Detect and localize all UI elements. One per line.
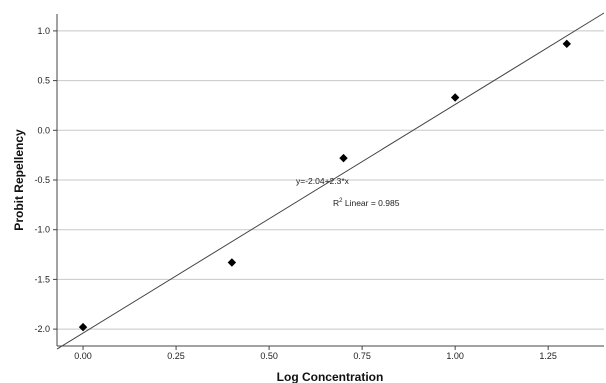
y-tick-label: -1.5 [34, 274, 50, 284]
y-tick-label: 1.0 [37, 26, 50, 36]
x-tick-label: 1.25 [539, 351, 557, 361]
data-point [339, 153, 348, 163]
y-tick-label: -2.0 [34, 324, 50, 334]
x-ticks: 0.00 0.25 0.50 0.75 1.00 1.25 [74, 346, 557, 361]
data-point [227, 258, 237, 267]
y-axis-title: Probit Repellency [12, 129, 26, 231]
y-tick-label: 0.0 [37, 125, 50, 135]
x-tick-label: 1.00 [446, 351, 464, 361]
r-squared-prefix: R [333, 198, 339, 208]
x-tick-label: 0.75 [353, 351, 371, 361]
x-tick-label: 0.25 [167, 351, 185, 361]
data-point [78, 322, 88, 332]
fit-line [56, 12, 605, 350]
y-ticks: -2.0 -1.5 -1.0 -0.5 0.0 0.5 1.0 [34, 26, 57, 334]
r-squared-superscript: 2 [339, 198, 343, 204]
x-axis-title: Log Concentration [277, 370, 384, 383]
fit-equation: y=-2.04+2.3*x [296, 176, 350, 186]
data-points [78, 39, 571, 332]
data-point [450, 93, 460, 102]
y-tick-label: -0.5 [34, 175, 50, 185]
x-tick-label: 0.50 [260, 351, 278, 361]
y-tick-label: 0.5 [37, 76, 50, 86]
x-tick-label: 0.00 [74, 351, 92, 361]
data-point [562, 39, 571, 49]
grid-lines [57, 30, 604, 330]
r-squared-value: Linear = 0.985 [342, 198, 399, 208]
y-tick-label: -1.0 [34, 225, 50, 235]
r-squared-label: R2 Linear = 0.985 [333, 198, 400, 208]
